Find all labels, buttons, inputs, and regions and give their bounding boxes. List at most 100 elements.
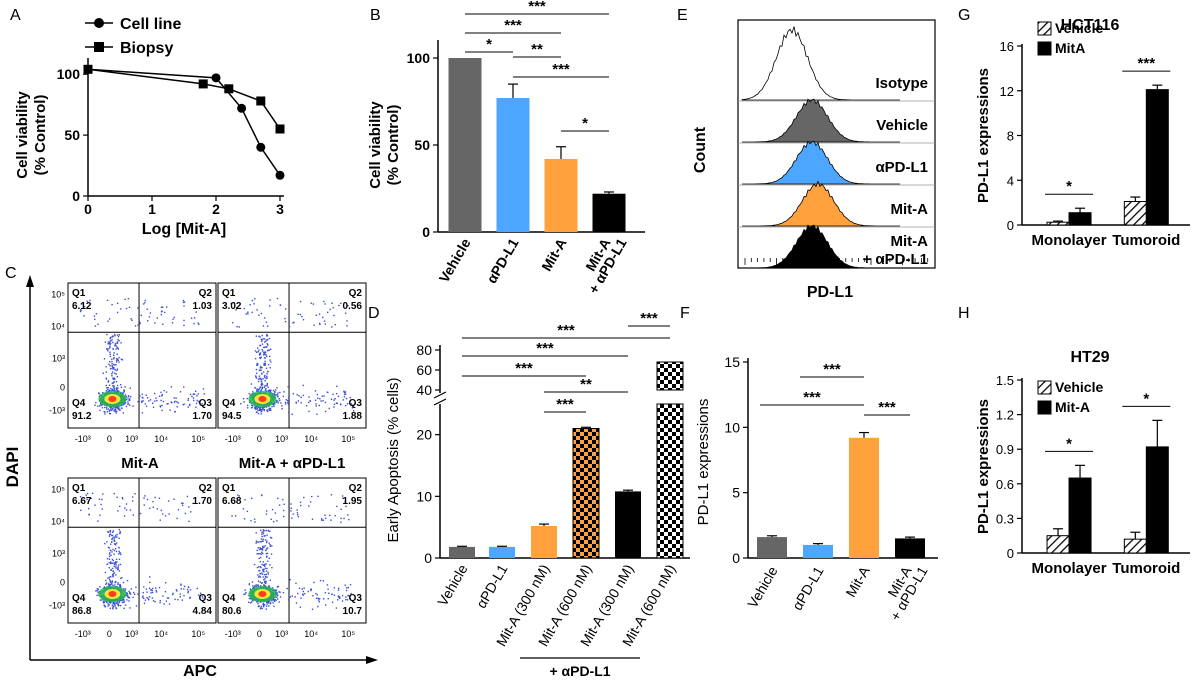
c-dot [141, 412, 144, 414]
c-dot [148, 596, 151, 598]
c-dot [115, 558, 118, 560]
a-point-square [198, 79, 208, 89]
c-dot [107, 349, 109, 352]
c-dot [256, 584, 259, 586]
c-dot [183, 585, 186, 588]
c-dot [270, 409, 272, 411]
c-dot [259, 386, 261, 388]
c-dot [123, 607, 125, 610]
c-dot [187, 406, 189, 408]
c-dot [254, 406, 257, 409]
c-dot [137, 324, 139, 326]
c-dot [269, 359, 271, 361]
c-dot [111, 580, 114, 582]
d-bar-1 [489, 546, 515, 558]
c-dot [192, 397, 195, 399]
c-dot [139, 395, 141, 397]
c-dot [122, 412, 124, 414]
c-dot [317, 495, 319, 498]
c-dot [260, 548, 262, 551]
c-dot [182, 299, 185, 302]
c-dot [264, 389, 267, 391]
c-dot [117, 568, 120, 570]
c-dot [130, 318, 132, 320]
c-dot [193, 317, 196, 319]
c-dot [346, 325, 348, 327]
c-dot [257, 390, 259, 392]
c-dot [126, 599, 128, 601]
c-dot [107, 381, 109, 383]
c-dot [132, 405, 134, 407]
c-dot [159, 600, 162, 602]
c-dot [277, 402, 279, 404]
c-dot [340, 508, 342, 510]
c-dot [260, 529, 262, 531]
c-dot [127, 401, 129, 403]
c-xtick-label: 10³ [275, 434, 288, 444]
c-q2-value: 0.56 [343, 301, 363, 312]
a-point-circle [211, 73, 221, 83]
c-dot [246, 510, 249, 513]
c-dot [111, 534, 113, 537]
f-ytick-label: 5 [732, 485, 740, 501]
c-dot [118, 390, 120, 393]
c-dot [268, 605, 270, 607]
c-dot [262, 538, 264, 541]
c-dot [106, 299, 109, 302]
c-dot [324, 592, 327, 594]
d-axis-break-1 [433, 391, 447, 399]
c-dot [124, 401, 127, 404]
c-dot [243, 401, 245, 403]
c-dot [115, 607, 118, 610]
c-dot [192, 393, 194, 395]
c-xtick-label: -10³ [75, 434, 91, 444]
c-dot [142, 597, 145, 600]
c-dot [105, 377, 107, 379]
c-dot [249, 602, 252, 604]
b-sig-1: *** [504, 17, 522, 34]
c-dot [271, 545, 273, 547]
c-dot [116, 384, 119, 387]
c-dot [115, 602, 118, 604]
c-dot [323, 395, 325, 397]
c-dot [252, 391, 254, 393]
a-ytick-label: 50 [64, 127, 80, 143]
c-dot [85, 494, 87, 496]
c-dot [266, 576, 268, 578]
c-dot [111, 567, 114, 570]
c-dot [99, 405, 101, 407]
c-dot [114, 548, 117, 550]
c-dot [327, 597, 330, 600]
c-dot [125, 396, 127, 398]
c-dot [256, 364, 258, 366]
c-ytick-label: 10³ [52, 353, 65, 363]
c-dot [262, 604, 265, 606]
c-dot [310, 302, 312, 304]
panel-h-chart: 0 0.3 0.6 0.9 1.2 1.5 HT29 PD-L1 expressions Mon… [975, 349, 1190, 577]
c-dot [179, 593, 181, 595]
c-dot [158, 395, 161, 398]
c-dot [277, 497, 279, 500]
c-dot [256, 601, 258, 603]
c-dot [324, 604, 327, 606]
c-dot [114, 543, 117, 546]
c-dot [284, 317, 286, 320]
c-dot [307, 401, 310, 404]
c-dot [155, 587, 157, 589]
c-dot [180, 584, 182, 586]
d-sig-0: *** [640, 310, 658, 327]
c-q1-value: 6.68 [222, 496, 242, 507]
c-dot [274, 512, 277, 514]
c-dot [109, 367, 112, 370]
c-xtick-label: 10³ [125, 434, 138, 444]
c-dot [316, 413, 318, 415]
c-dot [291, 413, 293, 415]
c-dot [108, 341, 111, 344]
c-dot [148, 316, 151, 318]
c-dot [242, 397, 245, 400]
c-dot [260, 540, 262, 543]
c-dot [128, 590, 130, 592]
c-dot [137, 593, 140, 596]
c-dot [166, 597, 169, 599]
c-dot [151, 591, 154, 594]
